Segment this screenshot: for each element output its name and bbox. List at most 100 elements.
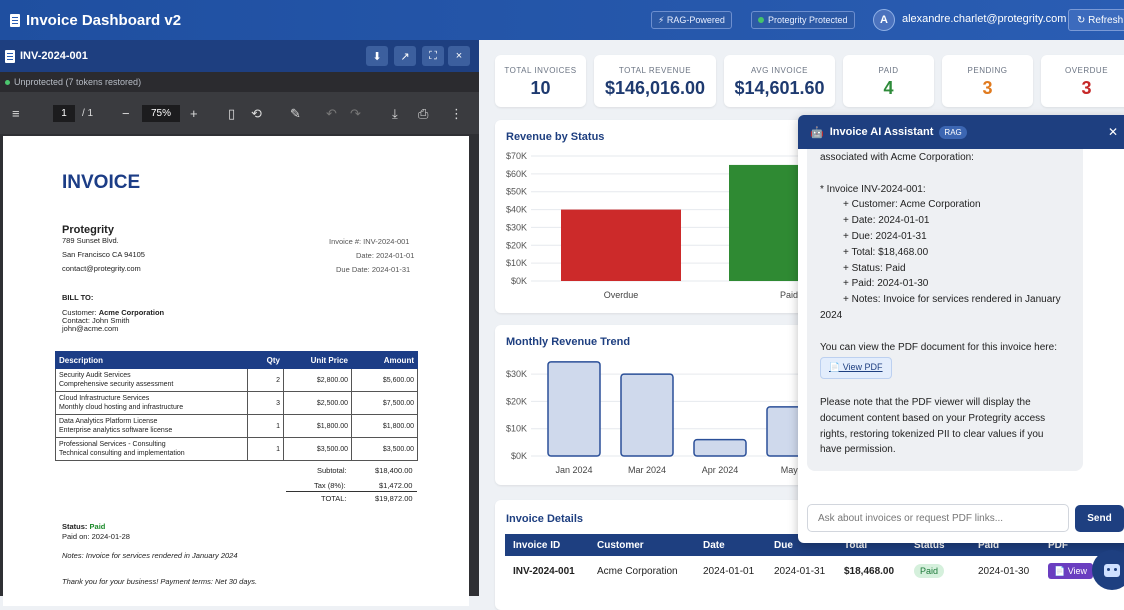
subtotal-value: $18,400.00 xyxy=(375,466,413,475)
chart-title: Revenue by Status xyxy=(506,131,605,143)
more-options-icon[interactable]: ⋮ xyxy=(450,106,463,121)
y-tick-label: $20K xyxy=(506,240,527,250)
pdf-filename: INV-2024-001 xyxy=(20,50,88,62)
y-tick-label: $20K xyxy=(506,396,527,406)
download-icon[interactable]: ⬇ xyxy=(366,46,388,66)
status-dot-icon xyxy=(758,17,764,23)
chat-input[interactable]: Ask about invoices or request PDF links.… xyxy=(807,504,1069,532)
redo-icon[interactable]: ↷ xyxy=(350,106,361,121)
x-tick-label: Mar 2024 xyxy=(628,465,666,475)
invoice-date: Date: 2024-01-01 xyxy=(356,251,415,260)
table-row: Security Audit Services Comprehensive sec… xyxy=(55,368,418,392)
close-icon[interactable]: ✕ xyxy=(1107,125,1118,139)
invoice-notes: Notes: Invoice for services rendered in … xyxy=(62,551,238,560)
stat-avg-invoice: AVG INVOICE $14,601.60 xyxy=(724,55,835,107)
pdf-page: INVOICE Protegrity 789 Sunset Blvd. San … xyxy=(3,136,469,606)
col-description: Description xyxy=(55,351,248,369)
status-dot-icon xyxy=(5,79,10,85)
y-tick-label: $70K xyxy=(506,151,527,161)
revenue-by-status-card: Revenue by Status $0K $10K $20K $30K $40K $50… xyxy=(495,120,815,313)
chat-title: Invoice AI Assistant xyxy=(829,126,934,138)
page-number-input[interactable]: 1 xyxy=(53,105,75,122)
annotate-icon[interactable]: ✎ xyxy=(290,106,301,121)
y-tick-label: $30K xyxy=(506,369,527,379)
stat-total-revenue: TOTAL REVENUE $146,016.00 xyxy=(594,55,716,107)
fullscreen-icon[interactable]: ⛶ xyxy=(422,46,444,66)
rag-badge: RAG xyxy=(939,125,967,139)
y-tick-label: $60K xyxy=(506,169,527,179)
table-row: Cloud Infrastructure Services Monthly clo… xyxy=(55,391,418,415)
thank-you-note: Thank you for your business! Payment ter… xyxy=(62,577,258,586)
bill-to-email: john@acme.com xyxy=(62,324,119,333)
chart-title: Monthly Revenue Trend xyxy=(506,336,631,348)
table-row[interactable]: INV-2024-001 Acme Corporation 2024-01-01… xyxy=(505,556,1124,586)
tax-label: Tax (8%): xyxy=(314,481,346,490)
subtotal-label: Subtotal: xyxy=(317,466,347,475)
col-date[interactable]: Date xyxy=(695,534,766,556)
undo-icon[interactable]: ↶ xyxy=(326,106,337,121)
fit-page-icon[interactable]: ▯ xyxy=(228,106,236,121)
col-invoice-id[interactable]: Invoice ID xyxy=(505,534,589,556)
y-tick-label: $50K xyxy=(506,187,527,197)
ai-assistant-panel: 🤖 Invoice AI Assistant RAG ✕ associated … xyxy=(798,115,1124,543)
x-tick-label: Jan 2024 xyxy=(555,465,592,475)
y-tick-label: $0K xyxy=(511,276,527,286)
col-customer[interactable]: Customer xyxy=(589,534,695,556)
tax-value: $1,472.00 xyxy=(379,481,413,490)
avatar[interactable]: A xyxy=(873,9,895,31)
y-tick-label: $30K xyxy=(506,222,527,232)
stat-overdue: OVERDUE 3 xyxy=(1041,55,1124,107)
company-address-2: San Francisco CA 94105 xyxy=(62,250,145,259)
send-button[interactable]: Send xyxy=(1075,505,1124,532)
bill-to-customer: Customer: Acme Corporation xyxy=(62,308,165,317)
pdf-viewport[interactable]: INVOICE Protegrity 789 Sunset Blvd. San … xyxy=(0,134,479,606)
page-total: / 1 xyxy=(82,108,94,119)
details-title: Invoice Details xyxy=(506,513,584,525)
line-items-table: Description Qty Unit Price Amount Securi… xyxy=(55,351,418,461)
zoom-level[interactable]: 75% xyxy=(142,105,180,122)
file-icon xyxy=(5,49,15,63)
company-name: Protegrity xyxy=(62,224,114,236)
stat-total-invoices: TOTAL INVOICES 10 xyxy=(495,55,586,107)
top-bar: Invoice Dashboard v2 xyxy=(0,0,1124,40)
y-tick-label: $40K xyxy=(506,205,527,215)
view-pdf-link[interactable]: 📄 View PDF xyxy=(820,357,892,380)
refresh-button[interactable]: ↻ Refresh xyxy=(1068,9,1124,31)
col-amount: Amount xyxy=(351,351,418,369)
assistant-toggle-button[interactable] xyxy=(1092,550,1124,590)
view-pdf-button[interactable]: 📄 View xyxy=(1048,562,1094,579)
company-address-1: 789 Sunset Blvd. xyxy=(62,236,119,245)
total-divider xyxy=(286,491,417,492)
x-tick-label: Overdue xyxy=(604,290,639,300)
download-icon[interactable]: ⤓ xyxy=(392,106,398,121)
table-row: Professional Services - Consulting Techni… xyxy=(55,437,418,461)
col-qty: Qty xyxy=(247,351,284,369)
stat-paid: PAID 4 xyxy=(843,55,934,107)
zoom-out-icon[interactable]: − xyxy=(122,106,130,121)
robot-icon xyxy=(1104,563,1120,577)
payment-status: Status: Paid xyxy=(62,522,106,531)
y-tick-label: $0K xyxy=(511,451,527,461)
y-tick-label: $10K xyxy=(506,424,527,434)
monthly-trend-card: Monthly Revenue Trend $0K $10K $20K $30K Jan… xyxy=(495,325,815,485)
bar xyxy=(547,361,601,457)
x-tick-label: Paid xyxy=(780,290,798,300)
pdf-toolbar: ≡ 1 / 1 − 75% + ▯ ⟲ ✎ ↶ ↷ ⤓ ⎙ ⋮ xyxy=(0,92,479,134)
monthly-trend-chart: $0K $10K $20K $30K Jan 2024 Mar 2024 Apr 2024 M… xyxy=(506,361,815,475)
stat-pending: PENDING 3 xyxy=(942,55,1033,107)
user-email: alexandre.charlet@protegrity.com xyxy=(902,13,1067,25)
revenue-by-status-chart: $0K $10K $20K $30K $40K $50K $60K $70K Overdue Pa… xyxy=(506,151,815,300)
app-title: Invoice Dashboard v2 xyxy=(10,12,181,29)
zoom-in-icon[interactable]: + xyxy=(190,106,198,121)
bar xyxy=(693,438,747,457)
bill-to-contact: Contact: John Smith xyxy=(62,316,130,325)
document-icon xyxy=(10,13,20,27)
paid-on: Paid on: 2024-01-28 xyxy=(62,532,130,541)
open-external-icon[interactable]: ↗ xyxy=(394,46,416,66)
rotate-icon[interactable]: ⟲ xyxy=(251,106,262,121)
close-pdf-icon[interactable]: × xyxy=(448,46,470,66)
print-icon[interactable]: ⎙ xyxy=(418,106,429,121)
rag-badge: ⚡ RAG-Powered xyxy=(651,11,732,29)
invoice-number: Invoice #: INV-2024-001 xyxy=(329,237,410,246)
menu-icon[interactable]: ≡ xyxy=(12,106,20,121)
